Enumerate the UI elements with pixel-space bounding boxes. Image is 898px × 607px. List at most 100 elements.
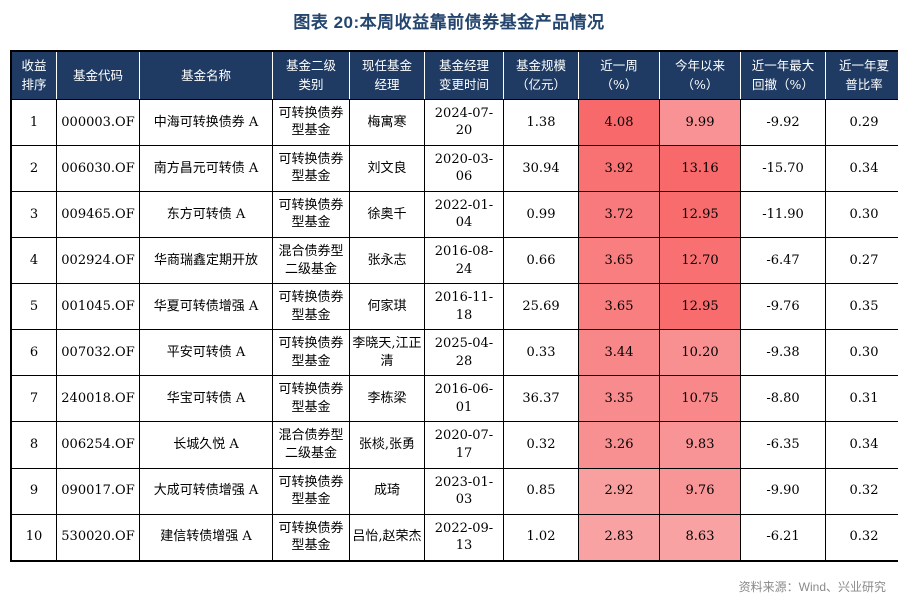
column-header-rank: 收益 排序 [11,51,57,100]
cell-name: 建信转债增强 A [139,513,273,562]
cell-category: 可转换债券型基金 [272,190,350,239]
cell-manager: 张永志 [349,237,425,285]
cell-sharpe: 0.32 [825,513,898,562]
cell-week: 3.35 [578,375,660,423]
cell-change_date: 2016-11-18 [424,283,504,331]
cell-rank: 1 [10,98,57,146]
cell-scale: 25.69 [503,283,579,331]
cell-scale: 1.38 [503,98,579,146]
cell-ytd: 13.16 [659,144,741,192]
cell-drawdown: -15.70 [740,144,826,192]
cell-manager: 李晓天,江正清 [349,329,425,377]
cell-manager: 刘文良 [349,144,425,192]
source-note: 资料来源：Wind、兴业研究 [738,580,886,594]
cell-sharpe: 0.34 [825,144,898,192]
column-header-ytd: 今年以来 （%） [659,51,741,100]
cell-category: 可转换债券型基金 [272,467,350,515]
cell-name: 平安可转债 A [139,329,273,377]
cell-name: 南方昌元可转债 A [139,144,273,192]
table-row: 9 090017.OF 大成可转债增强 A 可转换债券型基金 成琦 2023-01-03 0… [10,467,898,515]
cell-manager: 成琦 [349,467,425,515]
cell-drawdown: -9.92 [740,98,826,146]
cell-drawdown: -6.21 [740,513,826,562]
cell-name: 大成可转债增强 A [139,467,273,515]
cell-code: 090017.OF [56,467,140,515]
fund-table: 收益 排序 基金代码 基金名称 基金二级 类别 现任基金 经理 基金经理 变更时间 基金规模… [10,50,898,562]
cell-code: 240018.OF [56,375,140,423]
cell-scale: 0.66 [503,237,579,285]
cell-ytd: 10.75 [659,375,741,423]
cell-rank: 10 [10,513,57,562]
cell-code: 000003.OF [56,98,140,146]
table-row: 4 002924.OF 华商瑞鑫定期开放 混合债券型二级基金 张永志 2016-08-24… [10,237,898,285]
cell-rank: 6 [10,329,57,377]
cell-manager: 张棪,张勇 [349,421,425,469]
cell-ytd: 12.95 [659,190,741,239]
table-row: 6 007032.OF 平安可转债 A 可转换债券型基金 李晓天,江正清 2025-04-… [10,329,898,377]
cell-code: 001045.OF [56,283,140,331]
table-header-row: 收益 排序 基金代码 基金名称 基金二级 类别 现任基金 经理 基金经理 变更时间 基金规模… [11,51,898,100]
cell-category: 混合债券型二级基金 [272,421,350,469]
cell-category: 可转换债券型基金 [272,513,350,562]
cell-code: 530020.OF [56,513,140,562]
cell-drawdown: -6.47 [740,237,826,285]
cell-code: 006254.OF [56,421,140,469]
table-header: 收益 排序 基金代码 基金名称 基金二级 类别 现任基金 经理 基金经理 变更时间 基金规模… [11,51,898,100]
cell-drawdown: -9.90 [740,467,826,515]
cell-week: 3.44 [578,329,660,377]
cell-change_date: 2020-03-06 [424,144,504,192]
cell-category: 可转换债券型基金 [272,144,350,192]
cell-scale: 0.85 [503,467,579,515]
column-header-name: 基金名称 [139,51,273,100]
cell-week: 4.08 [578,98,660,146]
page-title: 图表 20:本周收益靠前债券基金产品情况 [293,13,605,32]
cell-rank: 8 [10,421,57,469]
cell-name: 中海可转换债券 A [139,98,273,146]
cell-code: 009465.OF [56,190,140,239]
cell-rank: 5 [10,283,57,331]
cell-change_date: 2016-06-01 [424,375,504,423]
cell-change_date: 2025-04-28 [424,329,504,377]
cell-sharpe: 0.32 [825,467,898,515]
table-row: 8 006254.OF 长城久悦 A 混合债券型二级基金 张棪,张勇 2020-07-17… [10,421,898,469]
cell-scale: 0.32 [503,421,579,469]
cell-rank: 7 [10,375,57,423]
column-header-change_date: 基金经理 变更时间 [424,51,504,100]
cell-name: 东方可转债 A [139,190,273,239]
column-header-manager: 现任基金 经理 [349,51,425,100]
cell-manager: 徐奥千 [349,190,425,239]
cell-week: 3.72 [578,190,660,239]
cell-category: 可转换债券型基金 [272,283,350,331]
table-row: 5 001045.OF 华夏可转债增强 A 可转换债券型基金 何家琪 2016-11-18… [10,283,898,331]
cell-sharpe: 0.31 [825,375,898,423]
cell-manager: 李栋梁 [349,375,425,423]
cell-change_date: 2023-01-03 [424,467,504,515]
column-header-sharpe: 近一年夏 普比率 [825,51,898,100]
cell-sharpe: 0.27 [825,237,898,285]
cell-drawdown: -9.76 [740,283,826,331]
table-row: 7 240018.OF 华宝可转债 A 可转换债券型基金 李栋梁 2016-06-01 36… [10,375,898,423]
cell-week: 3.92 [578,144,660,192]
table-row: 10 530020.OF 建信转债增强 A 可转换债券型基金 吕怡,赵荣杰 2022-09… [10,513,898,562]
cell-category: 可转换债券型基金 [272,375,350,423]
cell-manager: 何家琪 [349,283,425,331]
cell-ytd: 9.76 [659,467,741,515]
cell-scale: 1.02 [503,513,579,562]
cell-week: 3.26 [578,421,660,469]
cell-category: 混合债券型二级基金 [272,237,350,285]
table-row: 1 000003.OF 中海可转换债券 A 可转换债券型基金 梅寓寒 2024-07-20… [10,98,898,146]
cell-drawdown: -9.38 [740,329,826,377]
table-row: 3 009465.OF 东方可转债 A 可转换债券型基金 徐奥千 2022-01-04 0.… [10,190,898,239]
cell-drawdown: -6.35 [740,421,826,469]
column-header-drawdown: 近一年最大 回撤（%） [740,51,826,100]
cell-ytd: 12.95 [659,283,741,331]
cell-ytd: 12.70 [659,237,741,285]
cell-change_date: 2022-01-04 [424,190,504,239]
cell-sharpe: 0.35 [825,283,898,331]
cell-scale: 36.37 [503,375,579,423]
cell-name: 华宝可转债 A [139,375,273,423]
cell-scale: 30.94 [503,144,579,192]
cell-rank: 3 [10,190,57,239]
cell-sharpe: 0.30 [825,329,898,377]
